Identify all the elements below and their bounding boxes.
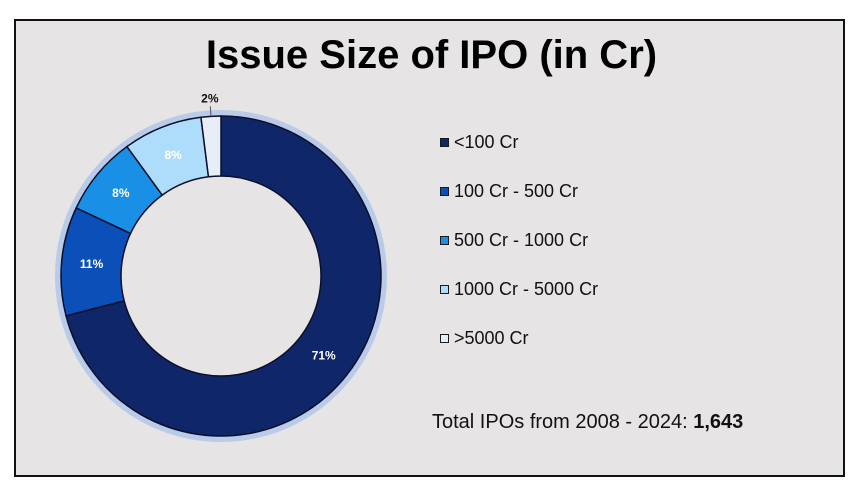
legend-item-5: >5000 Cr (440, 327, 529, 349)
donut-chart: 71% 11% 8% 8% 2% (55, 91, 387, 442)
donut-glow-outer (55, 110, 387, 442)
chart-title: Issue Size of IPO (in Cr) (205, 33, 658, 77)
legend-swatch (440, 137, 449, 147)
data-label-5: 2% (201, 91, 219, 105)
legend-swatch (440, 235, 449, 245)
legend-label: 1000 Cr - 5000 Cr (454, 278, 599, 299)
chart-frame: Issue Size of IPO (in Cr) 71% 11% 8% 8% 2% <… (14, 19, 845, 477)
donut-slice-5 (200, 115, 222, 178)
legend-label: >5000 Cr (454, 327, 529, 348)
data-label-2: 11% (80, 257, 104, 271)
legend-label: <100 Cr (454, 131, 519, 152)
legend-swatch (440, 284, 449, 294)
legend-swatch (440, 186, 449, 196)
total-label: Total IPOs from 2008 - 2024: (432, 411, 694, 433)
legend-label: 500 Cr - 1000 Cr (454, 229, 589, 250)
donut-slice-1 (65, 115, 382, 437)
data-label-1: 71% (312, 349, 336, 363)
legend-item-3: 500 Cr - 1000 Cr (440, 229, 588, 251)
data-label-3: 8% (112, 186, 130, 200)
total-value: 1,643 (693, 411, 744, 433)
data-label-4: 8% (164, 148, 182, 162)
legend-label: 100 Cr - 500 Cr (454, 180, 579, 201)
data-label-leader (209, 106, 212, 117)
legend-item-1: <100 Cr (440, 131, 519, 153)
legend-item-2: 100 Cr - 500 Cr (440, 180, 578, 202)
legend-item-4: 1000 Cr - 5000 Cr (440, 278, 598, 300)
total-ipos: Total IPOs from 2008 - 2024: 1,643 (432, 411, 743, 434)
legend-swatch (440, 333, 449, 343)
